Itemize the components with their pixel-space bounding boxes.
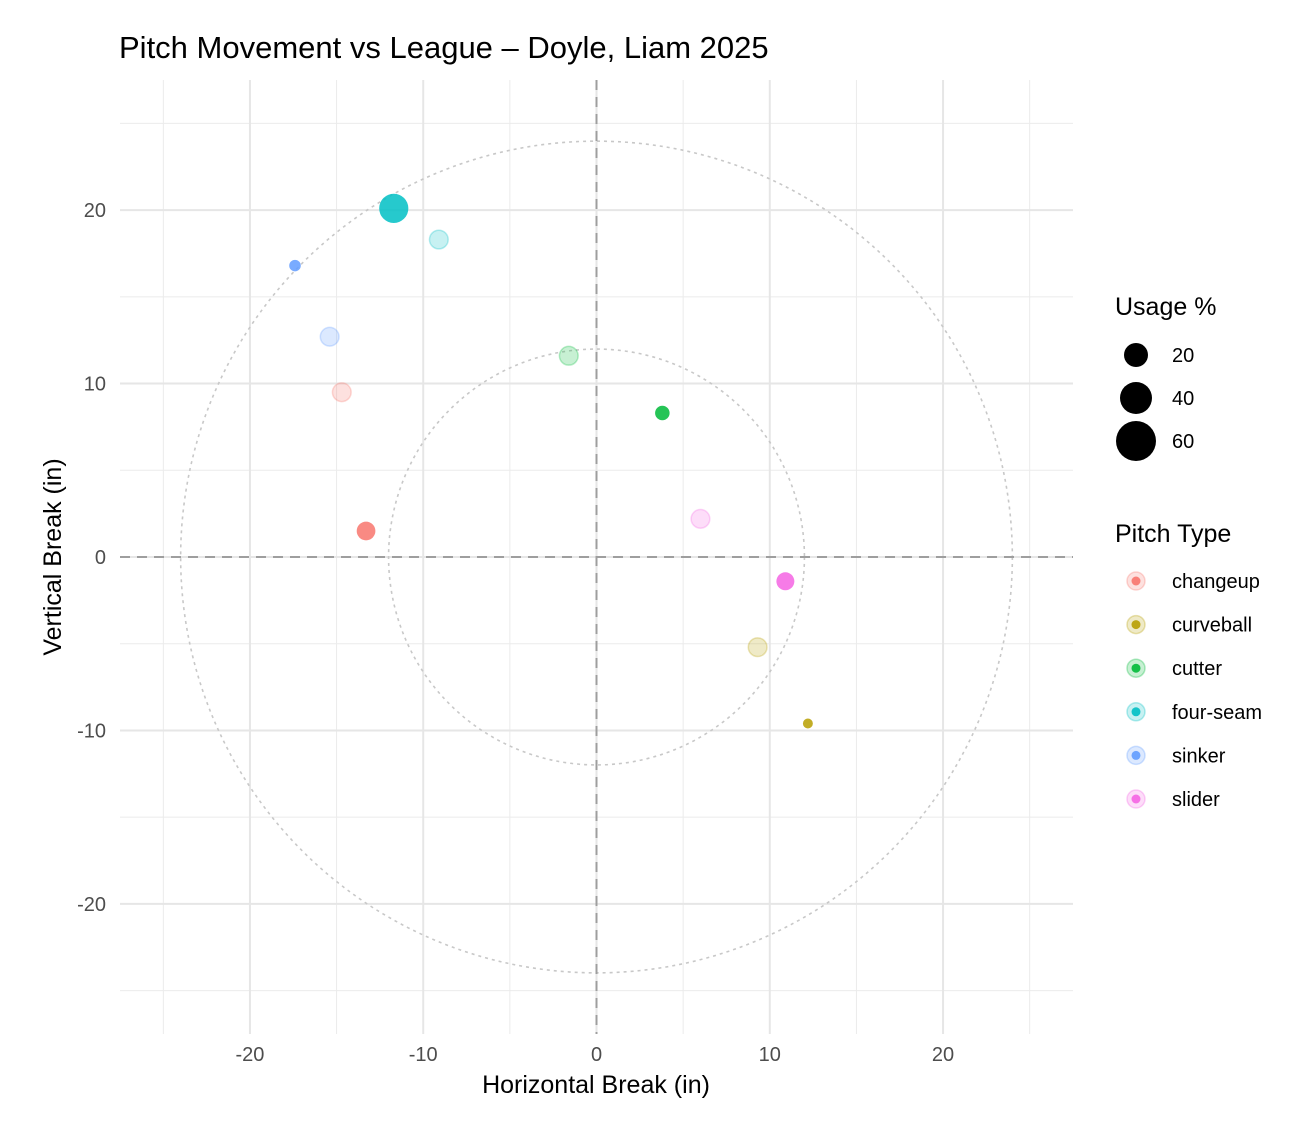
size-legend-label: 60: [1172, 431, 1194, 453]
pitcher-points: [289, 193, 813, 729]
x-axis-ticks: -20 -10 0 10 20: [236, 1044, 955, 1066]
pitcher-point-cutter: [655, 405, 670, 421]
size-legend-key: [1124, 343, 1148, 367]
y-tick-label: 0: [95, 547, 106, 569]
color-legend-label: changeup: [1172, 571, 1260, 593]
x-tick-label: 10: [759, 1044, 781, 1066]
y-axis-label: Vertical Break (in): [39, 458, 67, 655]
color-legend-label: four-seam: [1172, 702, 1262, 724]
color-legend-dot: [1131, 663, 1141, 673]
size-legend-key: [1120, 382, 1152, 414]
size-legend-label: 20: [1172, 345, 1194, 367]
color-legend-label: cutter: [1172, 658, 1222, 680]
pitcher-point-sinker: [289, 259, 301, 272]
chart-title: Pitch Movement vs League – Doyle, Liam 2…: [119, 30, 769, 65]
size-legend-items: 20 40 60: [1116, 343, 1194, 461]
color-legend-label: sinker: [1172, 745, 1226, 767]
pitcher-point-curveball: [802, 718, 813, 729]
league-point-curveball: [747, 637, 768, 658]
color-legend-dot: [1131, 576, 1141, 586]
color-legend-dot: [1131, 707, 1141, 717]
y-tick-label: -20: [77, 894, 106, 916]
size-legend-key: [1116, 421, 1156, 461]
x-tick-label: -10: [409, 1044, 438, 1066]
league-point-sinker: [319, 326, 340, 347]
league-points: [319, 229, 768, 658]
size-legend-label: 40: [1172, 388, 1194, 410]
x-tick-label: -20: [236, 1044, 265, 1066]
plot-panel: [120, 80, 1073, 1034]
color-legend-items: changeup curveball cutter four-seam sinker sl…: [1126, 571, 1262, 811]
color-legend-dot: [1131, 794, 1141, 804]
usage-size-legend: Usage % 20 40 60: [1115, 293, 1216, 461]
y-tick-label: 10: [84, 374, 106, 396]
color-legend-dot: [1131, 620, 1141, 630]
y-tick-label: -10: [77, 720, 106, 742]
color-legend-label: slider: [1172, 789, 1220, 811]
y-tick-label: 20: [84, 200, 106, 222]
pitcher-point-four-seam: [379, 193, 409, 223]
pitch-type-legend: Pitch Type changeup curveball cutter four-s…: [1115, 520, 1262, 811]
color-legend-label: curveball: [1172, 615, 1252, 637]
pitcher-point-slider: [776, 572, 795, 591]
league-point-cutter: [558, 345, 579, 366]
league-point-changeup: [331, 382, 352, 403]
x-axis-label: Horizontal Break (in): [482, 1071, 710, 1099]
x-tick-label: 0: [591, 1044, 602, 1066]
pitcher-point-changeup: [356, 521, 376, 541]
x-tick-label: 20: [932, 1044, 954, 1066]
color-legend-title: Pitch Type: [1115, 520, 1231, 548]
league-point-four-seam: [428, 229, 449, 250]
size-legend-title: Usage %: [1115, 293, 1216, 321]
league-point-slider: [690, 508, 711, 529]
color-legend-dot: [1131, 750, 1141, 760]
y-axis-ticks: -20 -10 0 10 20: [77, 200, 106, 916]
zero-reference-lines: [120, 80, 1073, 1034]
